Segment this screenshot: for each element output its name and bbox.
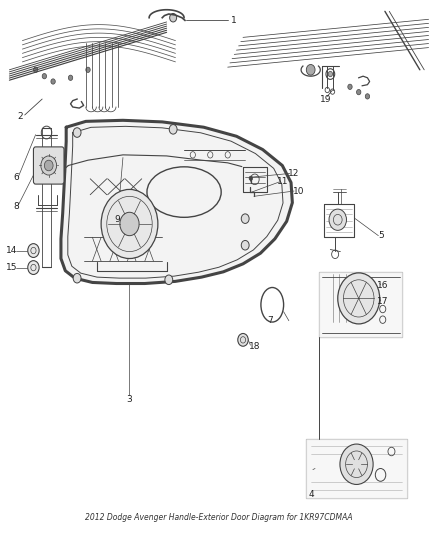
Circle shape — [329, 209, 346, 230]
Polygon shape — [61, 120, 292, 284]
Circle shape — [120, 212, 139, 236]
Text: 12: 12 — [288, 169, 300, 178]
Circle shape — [73, 128, 81, 138]
Circle shape — [51, 79, 55, 84]
Circle shape — [249, 176, 253, 180]
Text: 19: 19 — [320, 94, 332, 103]
Circle shape — [86, 67, 90, 72]
Circle shape — [68, 75, 73, 80]
Text: 10: 10 — [293, 187, 304, 196]
Text: 16: 16 — [377, 280, 389, 289]
Text: 7: 7 — [268, 316, 273, 325]
Text: 6: 6 — [13, 173, 19, 182]
Circle shape — [241, 240, 249, 250]
Circle shape — [28, 261, 39, 274]
Text: 14: 14 — [6, 246, 17, 255]
Circle shape — [241, 214, 249, 223]
Circle shape — [44, 160, 53, 171]
Text: 2: 2 — [18, 112, 23, 121]
Text: 8: 8 — [13, 202, 19, 211]
Text: 2012 Dodge Avenger Handle-Exterior Door Diagram for 1KR97CDMAA: 2012 Dodge Avenger Handle-Exterior Door … — [85, 513, 353, 522]
Circle shape — [33, 67, 38, 72]
Circle shape — [165, 275, 173, 285]
Text: 11: 11 — [277, 177, 289, 187]
Text: 18: 18 — [249, 342, 261, 351]
Text: 4: 4 — [309, 489, 314, 498]
Circle shape — [348, 84, 352, 90]
Circle shape — [306, 64, 315, 75]
Text: 3: 3 — [127, 395, 132, 404]
Text: 9: 9 — [115, 215, 120, 224]
Circle shape — [42, 74, 46, 79]
Circle shape — [338, 273, 380, 324]
Circle shape — [328, 71, 332, 77]
Circle shape — [101, 189, 158, 259]
Polygon shape — [306, 439, 407, 498]
Circle shape — [170, 13, 177, 22]
Text: 17: 17 — [377, 296, 389, 305]
Text: 1: 1 — [231, 16, 237, 25]
Circle shape — [28, 244, 39, 257]
Circle shape — [365, 94, 370, 99]
Circle shape — [357, 90, 361, 95]
Text: 5: 5 — [378, 231, 384, 240]
Polygon shape — [319, 272, 403, 337]
Text: 15: 15 — [6, 263, 18, 272]
Circle shape — [41, 156, 57, 175]
Circle shape — [238, 334, 248, 346]
Circle shape — [73, 273, 81, 283]
Circle shape — [169, 125, 177, 134]
FancyBboxPatch shape — [33, 147, 64, 184]
Circle shape — [340, 444, 373, 484]
